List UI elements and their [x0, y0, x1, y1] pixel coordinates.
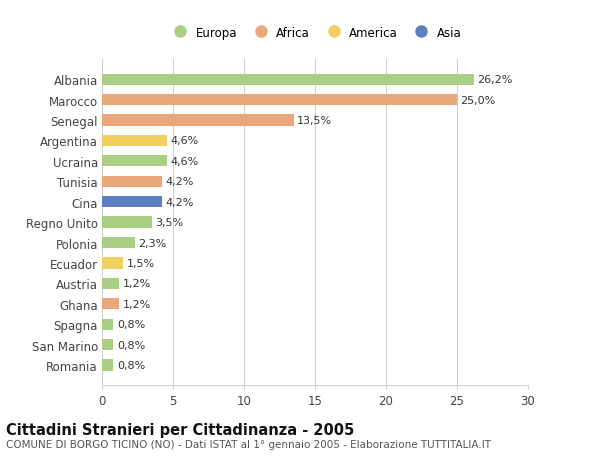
- Text: 13,5%: 13,5%: [297, 116, 332, 126]
- Legend: Europa, Africa, America, Asia: Europa, Africa, America, Asia: [169, 27, 461, 39]
- Bar: [102, 74, 474, 86]
- Text: 4,2%: 4,2%: [165, 177, 194, 187]
- Bar: [102, 319, 113, 330]
- Text: 25,0%: 25,0%: [461, 95, 496, 106]
- Bar: [102, 298, 119, 310]
- Bar: [102, 95, 457, 106]
- Text: 3,5%: 3,5%: [155, 218, 184, 228]
- Text: Cittadini Stranieri per Cittadinanza - 2005: Cittadini Stranieri per Cittadinanza - 2…: [6, 422, 354, 437]
- Text: 4,6%: 4,6%: [171, 136, 199, 146]
- Bar: [102, 237, 134, 249]
- Text: 26,2%: 26,2%: [478, 75, 513, 85]
- Bar: [102, 176, 161, 187]
- Text: 4,6%: 4,6%: [171, 157, 199, 167]
- Text: 1,2%: 1,2%: [122, 299, 151, 309]
- Text: 1,2%: 1,2%: [122, 279, 151, 289]
- Bar: [102, 115, 294, 126]
- Text: 1,5%: 1,5%: [127, 258, 155, 269]
- Bar: [102, 278, 119, 289]
- Text: 0,8%: 0,8%: [117, 340, 145, 350]
- Bar: [102, 156, 167, 167]
- Text: 0,8%: 0,8%: [117, 319, 145, 330]
- Text: 4,2%: 4,2%: [165, 197, 194, 207]
- Bar: [102, 339, 113, 350]
- Bar: [102, 217, 152, 228]
- Text: 2,3%: 2,3%: [138, 238, 166, 248]
- Bar: [102, 135, 167, 147]
- Bar: [102, 196, 161, 208]
- Bar: [102, 359, 113, 371]
- Bar: [102, 258, 124, 269]
- Text: 0,8%: 0,8%: [117, 360, 145, 370]
- Text: COMUNE DI BORGO TICINO (NO) - Dati ISTAT al 1° gennaio 2005 - Elaborazione TUTTI: COMUNE DI BORGO TICINO (NO) - Dati ISTAT…: [6, 440, 491, 449]
